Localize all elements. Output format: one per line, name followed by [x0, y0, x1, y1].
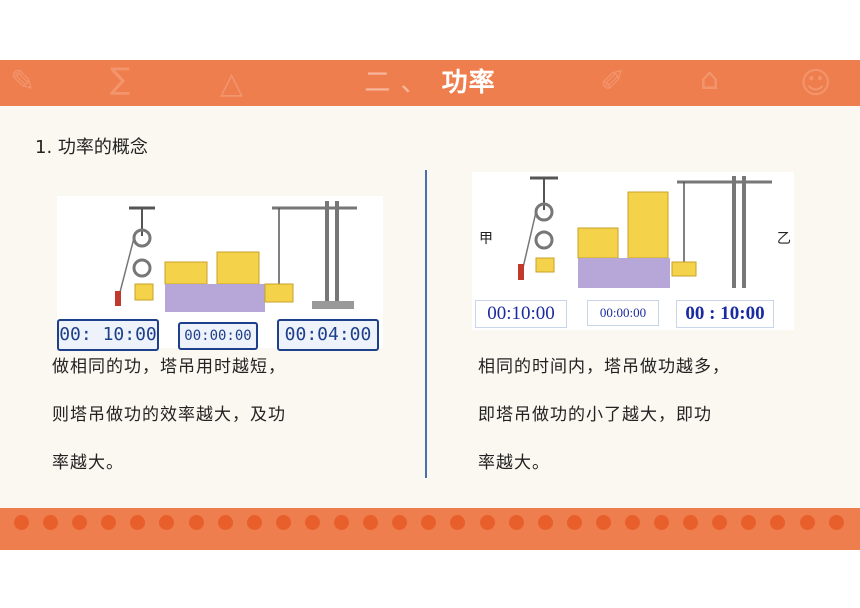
- dot: [246, 514, 262, 530]
- dot: [304, 514, 320, 530]
- dot: [421, 514, 437, 530]
- left-timer-1: 00: 10:00: [57, 319, 159, 351]
- right-line-2: 即塔吊做功的小了越大，即功: [478, 405, 712, 425]
- dot: [275, 514, 291, 530]
- title-prefix: 二 、: [364, 68, 428, 98]
- dot: [43, 514, 59, 530]
- dot: [683, 514, 699, 530]
- left-text: 做相同的功，塔吊用时越短， 则塔吊做功的效率越大，及功 率越大。: [52, 343, 412, 487]
- section-heading: 1. 功率的概念: [35, 137, 148, 158]
- right-text: 相同的时间内，塔吊做功越多， 即塔吊做功的小了越大，即功 率越大。: [478, 343, 838, 487]
- column-divider: [425, 170, 427, 478]
- dot: [624, 514, 640, 530]
- dot: [72, 514, 88, 530]
- left-line-2: 则塔吊做功的效率越大，及功: [52, 405, 286, 425]
- right-timer-3: 00 : 10:00: [676, 300, 774, 328]
- dot: [188, 514, 204, 530]
- footer-dots: [14, 512, 844, 532]
- dot: [217, 514, 233, 530]
- dot: [828, 514, 844, 530]
- dot: [799, 514, 815, 530]
- right-timer-1: 00:10:00: [475, 300, 567, 328]
- dot: [14, 514, 29, 530]
- dot: [741, 514, 757, 530]
- dot: [595, 514, 611, 530]
- dot: [363, 514, 379, 530]
- dot: [654, 514, 670, 530]
- left-line-3: 率越大。: [52, 453, 124, 473]
- dot: [712, 514, 728, 530]
- dot: [392, 514, 408, 530]
- page-title: 二 、功率: [0, 60, 860, 106]
- label-jia: 甲: [479, 231, 493, 247]
- dot: [130, 514, 146, 530]
- label-yi: 乙: [777, 231, 791, 247]
- dot: [450, 514, 466, 530]
- crane-scene-right: [518, 176, 772, 288]
- dot: [537, 514, 553, 530]
- dot: [508, 514, 524, 530]
- left-timer-2: 00:00:00: [178, 322, 258, 350]
- right-line-1: 相同的时间内，塔吊做功越多，: [478, 357, 730, 377]
- dot: [566, 514, 582, 530]
- right-line-3: 率越大。: [478, 453, 550, 473]
- dot: [770, 514, 786, 530]
- dot: [101, 514, 117, 530]
- right-timer-2: 00:00:00: [587, 300, 659, 326]
- dot: [334, 514, 350, 530]
- title-text: 功率: [441, 68, 496, 98]
- left-timer-3: 00:04:00: [277, 319, 379, 351]
- crane-scene-left: [115, 201, 357, 312]
- dot: [159, 514, 175, 530]
- left-line-1: 做相同的功，塔吊用时越短，: [52, 357, 286, 377]
- dot: [479, 514, 495, 530]
- header-band: ✎ ∑ △ ✐ ⌂ ☺: [0, 60, 860, 106]
